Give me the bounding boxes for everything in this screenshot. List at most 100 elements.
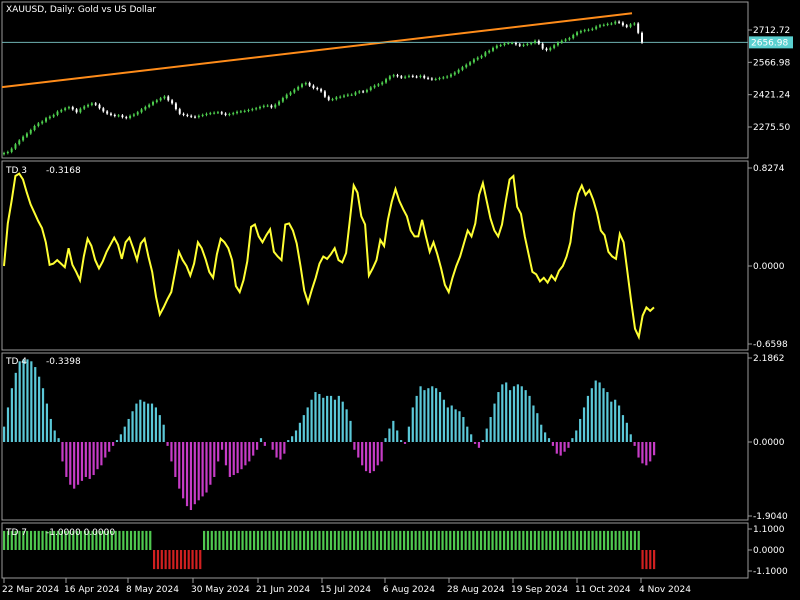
td7-bar xyxy=(499,530,502,550)
td4-pane-frame xyxy=(1,352,749,521)
candle-body xyxy=(480,55,483,58)
td7-title: TD 7 xyxy=(5,528,27,538)
price-ytick-label: 2712.72 xyxy=(753,26,790,36)
td4-bar xyxy=(431,386,434,442)
td7-bar xyxy=(414,530,417,550)
td7-bar xyxy=(383,530,386,550)
candle-body xyxy=(446,76,449,78)
td4-bar xyxy=(318,393,321,442)
td3-ytick-label: 0.0000 xyxy=(753,262,785,272)
candle-body xyxy=(610,23,613,25)
candle-body xyxy=(495,45,498,48)
td7-bar xyxy=(629,530,633,550)
candle-body xyxy=(94,103,97,105)
td4-bar xyxy=(520,386,523,442)
td7-bar xyxy=(187,550,190,570)
candle-body xyxy=(37,123,40,127)
candle-body xyxy=(499,45,502,47)
candle-body xyxy=(465,64,468,68)
candle-body xyxy=(392,75,395,77)
td7-bar xyxy=(533,530,536,550)
candle-body xyxy=(453,72,456,75)
candle-body xyxy=(224,113,227,115)
td4-bar xyxy=(532,405,535,442)
td4-bar xyxy=(368,442,372,474)
candle-body xyxy=(266,105,269,107)
td4-bar xyxy=(22,359,25,442)
td7-bar xyxy=(14,530,17,550)
td4-bar xyxy=(563,442,566,452)
td7-bar xyxy=(514,530,517,550)
td4-bar xyxy=(205,442,208,493)
td7-bar xyxy=(22,530,25,550)
td7-bar xyxy=(241,530,244,550)
candle-body xyxy=(159,98,162,101)
candle-body xyxy=(377,84,380,86)
xaxis-tick-label: 19 Sep 2024 xyxy=(511,585,568,595)
td7-bar xyxy=(91,530,94,550)
candle-body xyxy=(67,107,70,109)
td4-bar xyxy=(349,420,352,442)
td7-bar xyxy=(272,530,275,550)
td4-bar xyxy=(111,442,115,446)
td4-bar xyxy=(536,413,539,442)
xaxis-tick-label: 15 Jul 2024 xyxy=(320,585,371,595)
td4-bar xyxy=(143,401,146,442)
td4-bar xyxy=(508,390,512,442)
td7-bar xyxy=(579,530,583,550)
td4-bar xyxy=(236,442,239,474)
candle-body xyxy=(343,95,346,97)
candle-body xyxy=(507,43,510,45)
candle-body xyxy=(358,91,361,93)
td7-bar xyxy=(191,550,194,570)
candle-body xyxy=(602,24,605,26)
td7-bar xyxy=(372,530,375,550)
td4-bar xyxy=(178,442,181,489)
td4-bar xyxy=(544,432,547,442)
candle-body xyxy=(381,82,384,85)
td7-bar xyxy=(76,530,79,550)
td7-bar xyxy=(599,530,602,550)
td4-bar xyxy=(473,442,477,444)
candle-body xyxy=(300,84,303,87)
td4-value-label: -0.3398 xyxy=(46,357,81,367)
td4-bar xyxy=(403,442,407,444)
td4-bar xyxy=(602,388,605,442)
td7-bar xyxy=(491,530,494,550)
td4-bar xyxy=(271,442,274,450)
td7-ytick-label: 0.0000 xyxy=(753,546,785,556)
td4-bar xyxy=(14,372,17,442)
candle-body xyxy=(213,112,216,114)
candle-body xyxy=(220,112,223,114)
candle-body xyxy=(556,42,559,46)
td4-bar xyxy=(384,438,387,442)
candle-body xyxy=(98,104,101,109)
td7-bar xyxy=(556,530,560,550)
td4-bar xyxy=(450,405,453,442)
td4-bar xyxy=(442,399,446,442)
td7-bar xyxy=(395,530,398,550)
td7-bar xyxy=(422,530,425,550)
td7-bar xyxy=(572,530,575,550)
td7-bar xyxy=(345,530,348,550)
candle-body xyxy=(637,23,640,33)
candle-body xyxy=(641,32,643,43)
td4-bar xyxy=(400,440,403,442)
td4-bar xyxy=(649,442,652,462)
candle-body xyxy=(308,82,311,86)
td4-bar xyxy=(582,407,586,442)
candle-body xyxy=(171,100,174,104)
candle-body xyxy=(568,38,571,40)
td4-bar xyxy=(61,442,64,462)
td7-bar xyxy=(218,530,221,550)
candle-body xyxy=(75,109,78,113)
candle-body xyxy=(255,108,258,110)
xaxis-tick-label: 8 May 2024 xyxy=(126,585,179,595)
candle-body xyxy=(121,115,124,118)
td4-bar xyxy=(345,409,348,442)
td7-bar xyxy=(653,550,656,570)
td4-bar xyxy=(298,422,302,442)
candle-body xyxy=(33,126,36,130)
td7-bar xyxy=(360,530,363,550)
td7-bar xyxy=(403,530,406,550)
